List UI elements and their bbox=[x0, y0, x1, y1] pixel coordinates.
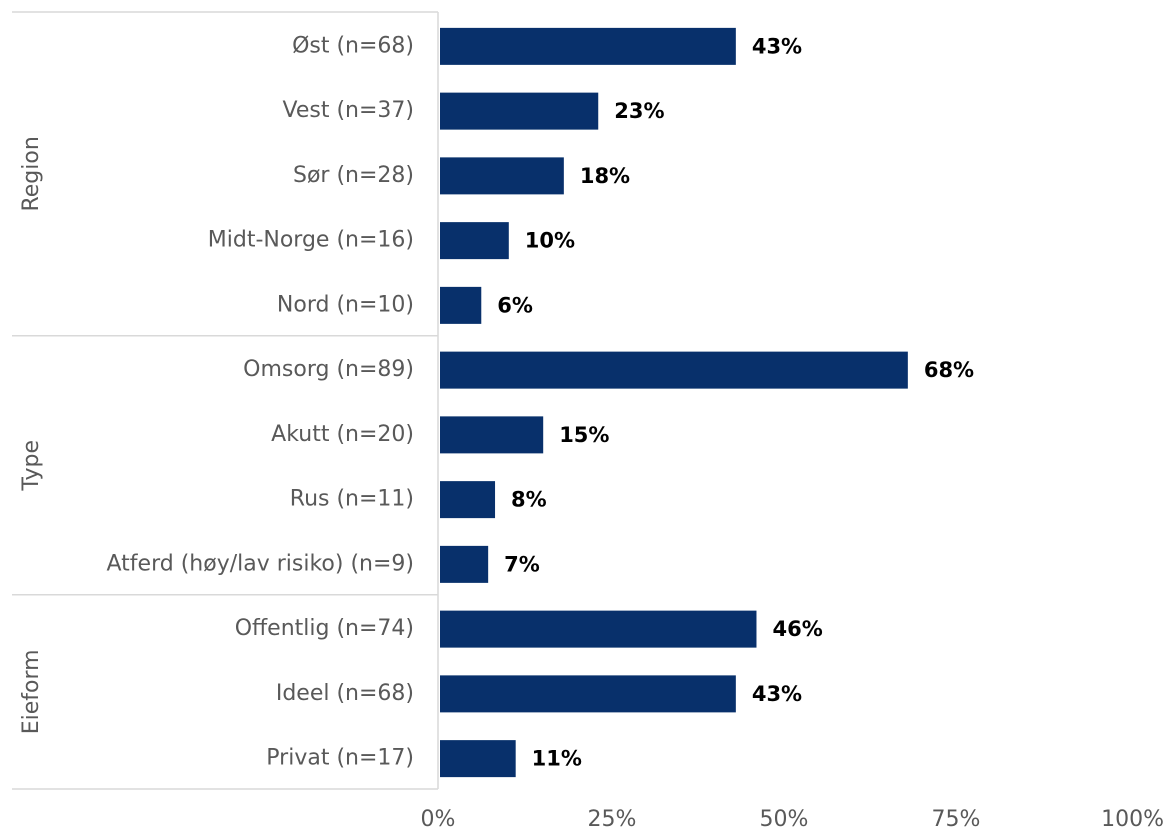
category-label: Sør (n=28) bbox=[293, 163, 414, 188]
data-label: 46% bbox=[772, 617, 822, 641]
bar bbox=[440, 675, 736, 713]
category-label: Vest (n=37) bbox=[283, 98, 415, 123]
data-label: 43% bbox=[752, 34, 802, 58]
x-tick-label: 50% bbox=[760, 807, 809, 832]
category-label: Nord (n=10) bbox=[277, 292, 414, 317]
bar bbox=[440, 740, 516, 778]
data-label: 11% bbox=[532, 747, 582, 771]
bar bbox=[440, 481, 496, 519]
group-label: Eieform bbox=[19, 649, 44, 734]
data-label: 10% bbox=[525, 229, 575, 253]
group-dividers bbox=[12, 11, 439, 790]
data-label: 23% bbox=[614, 99, 664, 123]
category-labels: Øst (n=68) Vest (n=37) Sør (n=28) Midt-Norg… bbox=[107, 33, 414, 770]
category-label: Akutt (n=20) bbox=[271, 422, 414, 447]
bar bbox=[440, 286, 482, 324]
x-tick-label: 25% bbox=[588, 807, 637, 832]
category-label: Privat (n=17) bbox=[266, 746, 414, 771]
data-labels: 43% 23% 18% 10% 6% 68% 15% 8% 7% 46% 43% 11% bbox=[497, 34, 974, 770]
bar bbox=[440, 545, 489, 583]
group-label: Type bbox=[19, 440, 44, 492]
category-label: Rus (n=11) bbox=[290, 487, 414, 512]
bar bbox=[440, 157, 564, 195]
data-label: 8% bbox=[511, 488, 547, 512]
x-tick-label: 0% bbox=[421, 807, 456, 832]
bar bbox=[440, 222, 509, 260]
x-tick-label: 75% bbox=[932, 807, 981, 832]
category-label: Ideel (n=68) bbox=[276, 681, 414, 706]
bar bbox=[440, 610, 757, 648]
bar bbox=[440, 27, 736, 65]
category-label: Midt-Norge (n=16) bbox=[208, 228, 414, 253]
bar bbox=[440, 92, 599, 130]
data-label: 68% bbox=[924, 358, 974, 382]
x-tick-label: 100% bbox=[1101, 807, 1164, 832]
data-label: 6% bbox=[497, 293, 533, 317]
group-label: Region bbox=[19, 136, 44, 211]
data-label: 15% bbox=[559, 423, 609, 447]
category-label: Atferd (høy/lav risiko) (n=9) bbox=[107, 551, 414, 576]
data-label: 7% bbox=[504, 552, 540, 576]
group-labels: Region Type Eieform bbox=[19, 136, 44, 734]
category-label: Offentlig (n=74) bbox=[235, 616, 414, 641]
bar bbox=[440, 351, 908, 389]
category-label: Øst (n=68) bbox=[292, 33, 414, 58]
x-axis-tick-labels: 0% 25% 50% 75% 100% bbox=[421, 807, 1164, 832]
bar bbox=[440, 416, 544, 454]
data-label: 43% bbox=[752, 682, 802, 706]
category-label: Omsorg (n=89) bbox=[243, 357, 414, 382]
bars bbox=[440, 27, 908, 778]
data-label: 18% bbox=[580, 164, 630, 188]
